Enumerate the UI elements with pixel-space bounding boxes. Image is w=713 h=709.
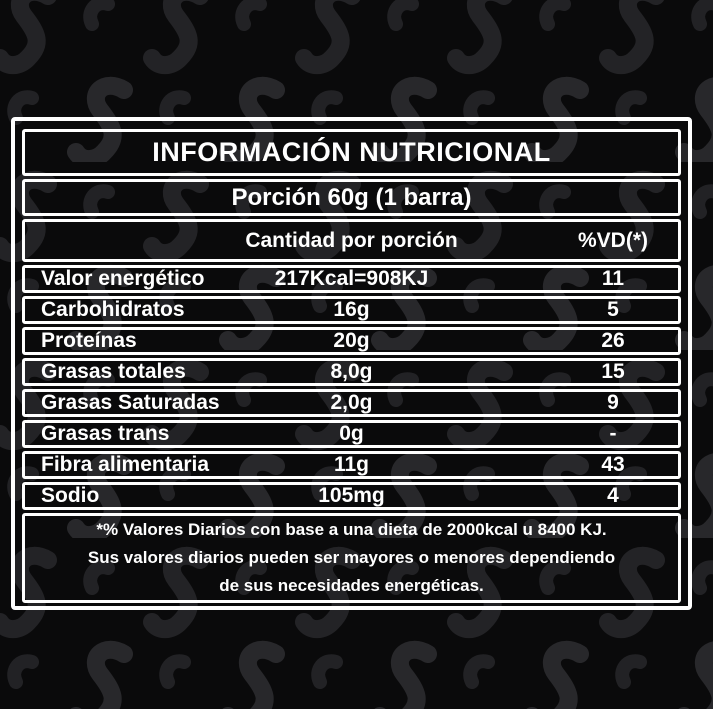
nutrient-daily-value: 11 (601, 267, 625, 290)
nutrient-name: Sodio (41, 484, 100, 507)
nutrient-name: Carbohidratos (41, 298, 185, 321)
nutrient-row: Fibra alimentaria 11g 43 (22, 451, 681, 479)
footnote-line: Sus valores diarios pueden ser mayores o… (87, 548, 616, 567)
nutrient-row: Grasas Saturadas 2,0g 9 (22, 389, 681, 417)
footnote-line: de sus necesidades energéticas. (219, 576, 484, 595)
nutrient-row: Grasas totales 8,0g 15 (22, 358, 681, 386)
nutrient-daily-value: - (609, 422, 617, 445)
nutrient-amount: 217Kcal=908KJ (274, 267, 429, 290)
nutrient-amount: 8,0g (330, 360, 373, 383)
nutrient-amount: 20g (333, 329, 370, 352)
nutrient-name: Grasas trans (41, 422, 170, 445)
nutrient-row: Proteínas 20g 26 (22, 327, 681, 355)
serving-size-text: Porción 60g (1 barra) (231, 183, 472, 211)
nutrient-name: Fibra alimentaria (41, 453, 210, 476)
nutrient-amount: 0g (339, 422, 364, 445)
column-header-row: Cantidad por porción %VD(*) (22, 219, 681, 262)
nutrient-name: Grasas Saturadas (41, 391, 220, 414)
nutrient-daily-value: 5 (607, 298, 619, 321)
nutrition-label: INFORMACIÓN NUTRICIONAL Porción 60g (1 b… (11, 117, 692, 610)
nutrient-name: Proteínas (41, 329, 137, 352)
nutrient-amount: 16g (333, 298, 370, 321)
nutrient-row: Valor energético 217Kcal=908KJ 11 (22, 265, 681, 293)
nutrient-daily-value: 9 (607, 391, 619, 414)
daily-value-column-header: %VD(*) (577, 228, 648, 252)
footnote-box: *% Valores Diarios con base a una dieta … (22, 513, 681, 603)
nutrient-row: Sodio 105mg 4 (22, 482, 681, 510)
nutrient-daily-value: 26 (601, 329, 625, 352)
nutrient-amount: 105mg (318, 484, 385, 507)
nutrient-daily-value: 15 (601, 360, 625, 383)
label-title-box: INFORMACIÓN NUTRICIONAL (22, 129, 681, 176)
label-title: INFORMACIÓN NUTRICIONAL (152, 137, 551, 167)
amount-column-header: Cantidad por porción (245, 228, 458, 252)
nutrient-name: Valor energético (41, 267, 205, 290)
footnote-line: *% Valores Diarios con base a una dieta … (96, 520, 607, 539)
nutrient-row: Grasas trans 0g - (22, 420, 681, 448)
nutrient-daily-value: 4 (607, 484, 619, 507)
nutrient-daily-value: 43 (601, 453, 625, 476)
nutrient-amount: 11g (333, 453, 370, 476)
nutrient-name: Grasas totales (41, 360, 186, 383)
nutrient-amount: 2,0g (330, 391, 373, 414)
serving-size-box: Porción 60g (1 barra) (22, 179, 681, 216)
nutrient-row: Carbohidratos 16g 5 (22, 296, 681, 324)
